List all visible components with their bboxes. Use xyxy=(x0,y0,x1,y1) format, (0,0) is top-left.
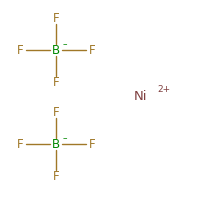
Text: F: F xyxy=(89,138,95,150)
Text: 2+: 2+ xyxy=(157,85,170,94)
Text: F: F xyxy=(89,44,95,56)
Text: B: B xyxy=(52,138,60,150)
Text: B: B xyxy=(52,44,60,56)
Text: F: F xyxy=(17,44,23,56)
Text: Ni: Ni xyxy=(134,90,148,102)
Text: F: F xyxy=(53,106,59,118)
Text: F: F xyxy=(53,170,59,182)
Text: –: – xyxy=(62,40,67,49)
Text: –: – xyxy=(62,134,67,143)
Text: F: F xyxy=(53,75,59,88)
Text: F: F xyxy=(17,138,23,150)
Text: F: F xyxy=(53,11,59,24)
